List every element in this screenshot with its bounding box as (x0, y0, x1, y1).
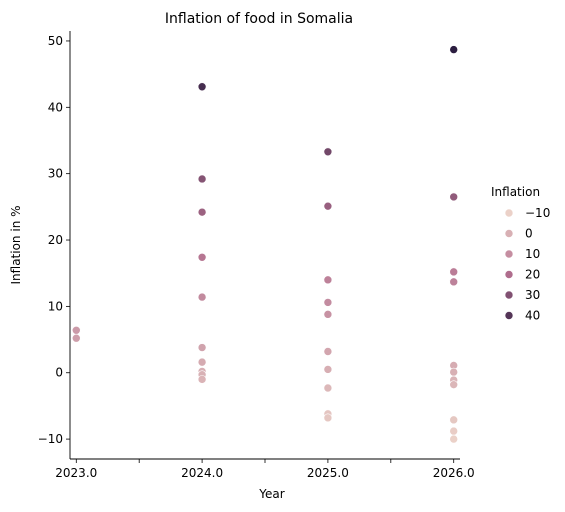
data-point (323, 365, 333, 374)
legend-label: 10 (525, 247, 540, 261)
data-point (449, 367, 459, 377)
data-point (197, 292, 207, 302)
data-point (197, 343, 207, 352)
data-point (449, 380, 459, 389)
legend-label: 30 (525, 288, 540, 302)
y-tick-label: 40 (48, 100, 63, 114)
data-point (323, 275, 333, 285)
legend-label: 0 (525, 227, 533, 241)
y-tick-label: 10 (48, 299, 63, 313)
legend-marker (504, 290, 514, 300)
x-axis-label: Year (258, 487, 284, 501)
data-point (197, 252, 207, 262)
data-point (323, 201, 333, 211)
data-point (197, 375, 207, 384)
data-point (71, 333, 81, 343)
data-point (197, 357, 207, 367)
data-point (323, 347, 333, 356)
legend-marker (504, 249, 514, 259)
data-point (449, 192, 459, 202)
legend-label: 20 (525, 268, 540, 282)
legend-marker (504, 270, 514, 279)
y-axis-ticks: −10 0 10 20 30 40 50 (38, 34, 70, 446)
y-tick-label: −10 (38, 432, 63, 446)
data-points (71, 45, 459, 444)
data-point (323, 310, 333, 319)
x-tick-label: 2026.0 (433, 466, 475, 480)
legend-marker (504, 208, 514, 218)
legend-title: Inflation (491, 185, 540, 199)
x-axis-ticks: 2023.0 2024.0 2025.0 2026.0 (55, 459, 475, 480)
data-point (449, 45, 459, 54)
x-tick-label: 2023.0 (55, 466, 97, 480)
data-point (197, 82, 207, 92)
plot-area: −10 0 10 20 30 40 50 2023.0 2024.0 2025.0 2026.0 (38, 31, 475, 480)
y-tick-label: 30 (48, 167, 63, 181)
x-tick-label: 2024.0 (181, 466, 223, 480)
y-tick-label: 20 (48, 233, 63, 247)
y-tick-label: 50 (48, 34, 63, 48)
data-point (71, 325, 81, 335)
data-point (449, 434, 459, 444)
x-tick-label: 2025.0 (307, 466, 349, 480)
data-point (449, 277, 459, 287)
data-point (323, 147, 333, 157)
data-point (449, 267, 459, 277)
data-point (449, 426, 459, 436)
data-point (197, 207, 207, 217)
data-point (323, 383, 333, 393)
data-point (197, 174, 207, 184)
legend-marker (504, 311, 514, 320)
chart-title: Inflation of food in Somalia (165, 11, 353, 27)
legend-marker (504, 229, 514, 238)
legend-label: 40 (525, 309, 540, 323)
legend-label: −10 (525, 206, 550, 220)
legend-entries: −10 0 10 20 30 40 (504, 206, 550, 323)
data-point (323, 298, 333, 307)
data-point (449, 415, 459, 425)
y-tick-label: 0 (55, 366, 63, 380)
legend: Inflation −10 0 10 20 30 40 (491, 185, 550, 323)
data-point (323, 413, 333, 423)
y-axis-label: Inflation in % (9, 205, 23, 284)
